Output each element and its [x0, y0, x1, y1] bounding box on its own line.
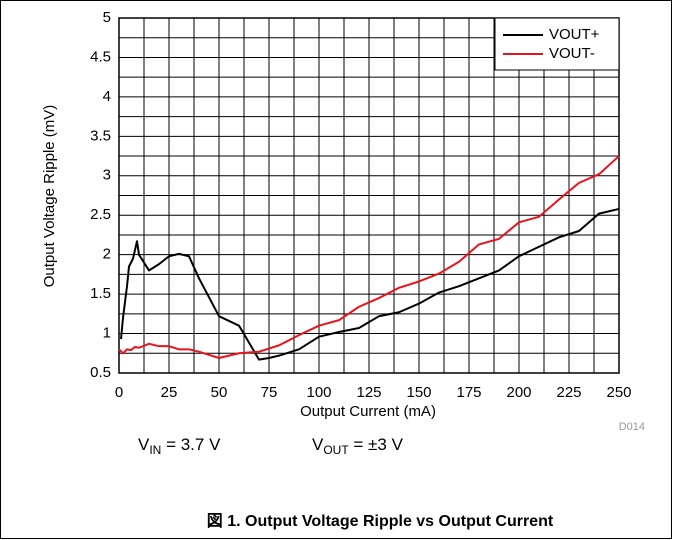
x-tick-label: 150: [406, 384, 431, 401]
figure-id: D014: [619, 421, 645, 433]
x-tick-label: 125: [356, 384, 381, 401]
x-tick-label: 225: [556, 384, 581, 401]
x-tick-label: 0: [115, 384, 123, 401]
legend-label: VOUT-: [549, 45, 595, 62]
y-tick-label: 2.5: [90, 206, 111, 223]
annotation-main: V: [138, 435, 150, 454]
annotation: VOUT = ±3 V: [312, 435, 404, 457]
y-tick-label: 5: [103, 9, 111, 26]
y-tick-label: 1.5: [90, 285, 111, 302]
annotation-sub: OUT: [323, 443, 349, 457]
annotation: VIN = 3.7 V: [138, 435, 221, 457]
y-tick-label: 4.5: [90, 48, 111, 65]
annotation-rest: = ±3 V: [349, 435, 404, 454]
y-tick-label: 3: [103, 167, 111, 184]
x-tick-label: 175: [456, 384, 481, 401]
data-line: [118, 155, 620, 360]
annotation-main: V: [312, 435, 324, 454]
y-tick-label: 4: [103, 88, 111, 105]
data-line: [120, 207, 620, 361]
x-tick-label: 100: [306, 384, 331, 401]
legend-box: [494, 17, 620, 71]
x-tick-label: 250: [606, 384, 631, 401]
x-tick-label: 25: [161, 384, 178, 401]
legend-label: VOUT+: [549, 26, 600, 43]
x-tick-label: 200: [506, 384, 531, 401]
y-tick-label: 0.5: [90, 364, 111, 381]
y-tick-label: 3.5: [90, 127, 111, 144]
x-axis-label: Output Current (mA): [300, 403, 436, 420]
annotation-rest: = 3.7 V: [161, 435, 221, 454]
x-tick-label: 75: [261, 384, 278, 401]
caption: 図 1. Output Voltage Ripple vs Output Cur…: [207, 512, 554, 530]
y-tick-label: 1: [103, 325, 111, 342]
y-tick-label: 2: [103, 246, 111, 263]
plot-border: [118, 17, 620, 374]
annotation-sub: IN: [149, 443, 161, 457]
x-tick-label: 50: [211, 384, 228, 401]
y-axis-label: Output Voltage Ripple (mV): [41, 105, 58, 288]
